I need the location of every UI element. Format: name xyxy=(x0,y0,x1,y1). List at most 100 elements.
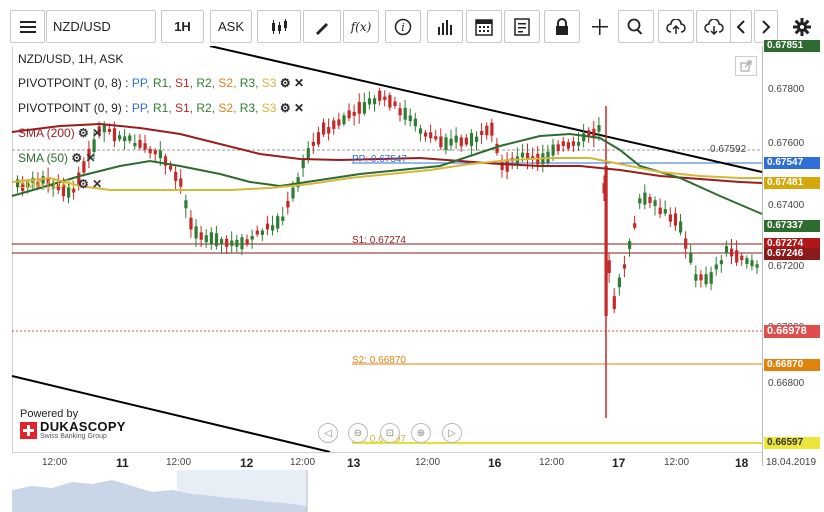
candle-body xyxy=(383,96,387,101)
candle-body xyxy=(577,141,581,146)
download-button[interactable] xyxy=(696,10,732,43)
calendar-button[interactable] xyxy=(466,10,502,43)
candle-body xyxy=(36,181,40,187)
candle-body xyxy=(551,144,555,156)
zoom-out-button[interactable]: ⊖ xyxy=(348,423,368,443)
candle-body xyxy=(704,274,708,285)
sma50-legend[interactable]: SMA (50) ⚙ ✕ xyxy=(18,151,96,165)
candle-body xyxy=(301,159,305,169)
price-box-sma50: 0.67337 xyxy=(764,220,820,232)
candle-body xyxy=(515,156,519,166)
function-button[interactable]: f(x) xyxy=(343,10,379,43)
pivot-legend-1[interactable]: PIVOTPOINT (0, 8) : PP, R1, S1, R2, S2, … xyxy=(18,76,304,90)
candle-body xyxy=(424,132,428,137)
reset-zoom-button[interactable]: ⊡ xyxy=(380,423,400,443)
candle-body xyxy=(352,111,356,116)
draw-button[interactable] xyxy=(303,10,341,43)
candle-body xyxy=(214,233,219,247)
candle-body xyxy=(148,148,152,154)
info-button[interactable]: i xyxy=(385,10,421,43)
lock-button[interactable] xyxy=(544,10,580,43)
pivot2-close-icon[interactable]: ✕ xyxy=(293,101,304,115)
popout-button[interactable] xyxy=(735,56,757,76)
chart-type-button[interactable] xyxy=(257,10,301,43)
report-button[interactable] xyxy=(504,10,540,43)
pivot2-s3: S3 xyxy=(261,101,277,115)
price-tick: 0.67400 xyxy=(768,200,805,211)
price-chart[interactable] xyxy=(0,46,764,452)
candle-body xyxy=(332,120,336,129)
zoom-in-button[interactable]: ⊕ xyxy=(411,423,431,443)
candle-body xyxy=(730,248,734,257)
sma200-settings-icon[interactable]: ⚙ xyxy=(78,126,89,140)
time-label: 12:00 xyxy=(415,457,441,468)
download-icon xyxy=(704,18,724,35)
period-selector[interactable]: 1H xyxy=(161,10,204,43)
candle-body xyxy=(485,125,489,136)
price-box-pp: 0.67547 xyxy=(764,157,820,169)
candle-body xyxy=(250,235,254,240)
menu-button[interactable] xyxy=(10,10,45,43)
price-box-sma200: 0.67246 xyxy=(764,248,820,260)
pivot2-settings-icon[interactable]: ⚙ xyxy=(279,101,291,115)
candle-body xyxy=(633,223,637,228)
candle-body xyxy=(556,144,560,152)
settings-button[interactable] xyxy=(788,10,816,43)
volume-icon xyxy=(438,19,452,35)
info-icon: i xyxy=(394,18,412,35)
pivot1-close-icon[interactable]: ✕ xyxy=(293,76,304,90)
candle-body xyxy=(245,239,249,245)
candle-body xyxy=(204,235,208,243)
navigator-strip[interactable] xyxy=(12,470,762,512)
price-tick: 0.67600 xyxy=(768,138,805,149)
candle-body xyxy=(582,133,586,142)
side-selector[interactable]: ASK xyxy=(210,10,252,43)
s1-level-label: S1: 0.67274 xyxy=(352,235,406,246)
time-label: 12:00 xyxy=(290,457,316,468)
candle-body xyxy=(163,156,168,166)
candle-body xyxy=(220,239,224,245)
sma100-close-icon[interactable]: ✕ xyxy=(92,177,103,191)
crosshair-icon xyxy=(592,18,608,35)
sma50-settings-icon[interactable]: ⚙ xyxy=(71,151,83,165)
time-label: 17 xyxy=(612,456,626,470)
scroll-left-button[interactable]: ◁ xyxy=(318,423,338,443)
candle-body xyxy=(337,119,341,126)
volume-button[interactable] xyxy=(427,10,463,43)
price-box-s3: 0.66597 xyxy=(764,437,820,449)
next-button[interactable] xyxy=(754,10,778,43)
function-icon: f(x) xyxy=(350,19,372,34)
scroll-right-button[interactable]: ▷ xyxy=(442,423,462,443)
time-label: 13 xyxy=(347,456,361,470)
crosshair-button[interactable] xyxy=(582,10,618,43)
menu-icon xyxy=(19,20,36,33)
zoom-in-icon: ⊕ xyxy=(416,427,426,439)
candle-body xyxy=(663,209,667,214)
sma100-settings-icon[interactable]: ⚙ xyxy=(78,177,89,191)
instrument-label: NZD/USD xyxy=(53,19,111,34)
pivot-legend-2[interactable]: PIVOTPOINT (0, 9) : PP, R1, S1, R2, S2, … xyxy=(18,101,304,115)
candle-body xyxy=(342,115,346,125)
candle-body xyxy=(271,225,275,231)
candle-body xyxy=(112,128,117,142)
candle-body xyxy=(209,232,213,245)
candle-body xyxy=(194,226,198,239)
zoom-button[interactable] xyxy=(618,10,654,43)
candle-body xyxy=(526,152,530,160)
candle-body xyxy=(413,118,417,127)
candle-body xyxy=(719,260,723,265)
candle-body xyxy=(684,238,688,249)
sma100-legend[interactable]: SMA (100) ⚙ ✕ xyxy=(18,177,102,191)
sma50-close-icon[interactable]: ✕ xyxy=(85,151,96,165)
candle-body xyxy=(174,171,178,181)
prev-button[interactable] xyxy=(730,10,752,43)
instrument-selector[interactable]: NZD/USD xyxy=(46,10,156,43)
upload-button[interactable] xyxy=(658,10,694,43)
candle-body xyxy=(735,250,739,263)
candle-body xyxy=(357,102,361,114)
sma200-legend[interactable]: SMA (200) ⚙ ✕ xyxy=(18,126,102,140)
sma200-close-icon[interactable]: ✕ xyxy=(92,126,103,140)
candle-body xyxy=(291,187,295,199)
pivot1-settings-icon[interactable]: ⚙ xyxy=(279,76,291,90)
lower-trendline xyxy=(11,375,331,452)
